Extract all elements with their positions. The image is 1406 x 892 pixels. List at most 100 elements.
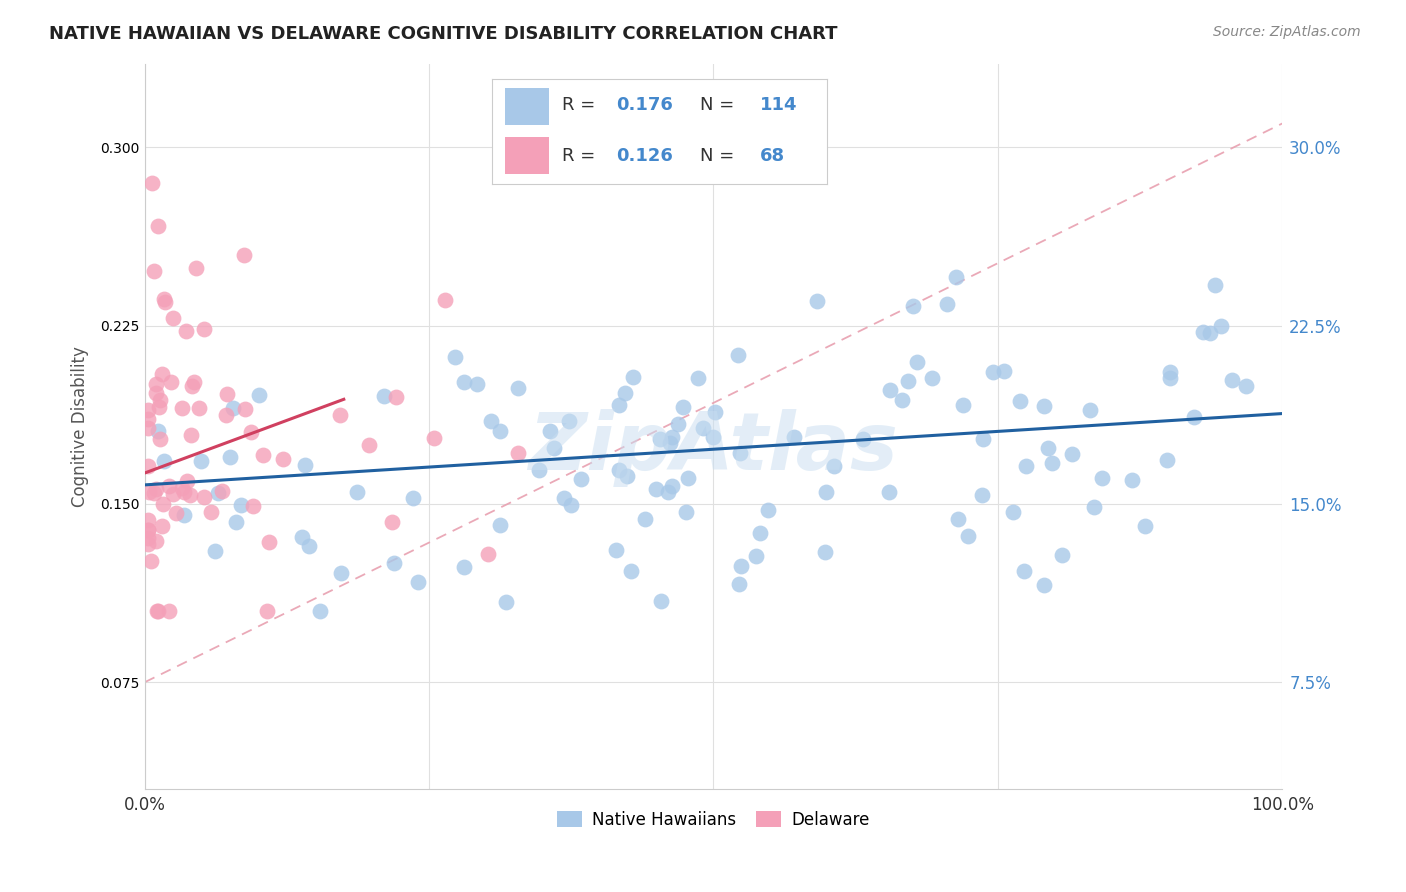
Point <box>150 367 173 381</box>
Point <box>650 594 672 608</box>
Point <box>148 219 170 233</box>
Point <box>222 401 245 415</box>
Point <box>692 421 714 435</box>
Y-axis label: Cognitive Disability: Cognitive Disability <box>72 346 89 507</box>
Point <box>1159 365 1181 379</box>
Point <box>152 292 174 306</box>
Point <box>465 376 488 391</box>
Point <box>745 549 768 564</box>
Point <box>145 483 167 497</box>
Point <box>538 424 561 438</box>
Point <box>453 559 475 574</box>
Point <box>661 478 683 492</box>
Point <box>157 604 180 618</box>
Point <box>242 499 264 513</box>
Point <box>165 506 187 520</box>
Point <box>294 458 316 472</box>
Point <box>657 485 679 500</box>
Point <box>298 539 321 553</box>
Text: ZipAtlas: ZipAtlas <box>529 409 898 487</box>
Point <box>1234 379 1257 393</box>
Point <box>1204 277 1226 292</box>
Point <box>402 491 425 505</box>
Point <box>972 488 994 502</box>
Point <box>1001 506 1024 520</box>
Point <box>823 458 845 473</box>
Point <box>211 484 233 499</box>
Point <box>921 371 943 385</box>
Point <box>613 386 636 401</box>
Point <box>200 505 222 519</box>
Point <box>149 393 172 408</box>
Point <box>905 355 928 369</box>
Point <box>981 365 1004 379</box>
Point <box>225 516 247 530</box>
Point <box>806 294 828 309</box>
Point <box>433 293 456 307</box>
Point <box>1135 519 1157 533</box>
Point <box>661 430 683 444</box>
Point <box>256 604 278 618</box>
Point <box>136 402 159 417</box>
Point <box>150 519 173 533</box>
Point <box>136 524 159 538</box>
Point <box>218 450 240 464</box>
Point <box>1220 374 1243 388</box>
Point <box>728 446 751 460</box>
Point <box>993 364 1015 378</box>
Point <box>814 484 837 499</box>
Point <box>702 430 724 444</box>
Point <box>1083 500 1105 514</box>
Point <box>1050 549 1073 563</box>
Point <box>173 508 195 522</box>
Point <box>136 523 159 537</box>
Point <box>879 383 901 397</box>
Point <box>193 321 215 335</box>
Point <box>145 385 167 400</box>
Point <box>1012 564 1035 578</box>
Point <box>1182 410 1205 425</box>
Point <box>215 409 238 423</box>
Point <box>814 545 837 559</box>
Point <box>558 413 581 427</box>
Point <box>607 398 630 412</box>
Point <box>174 324 197 338</box>
Point <box>890 393 912 408</box>
Point <box>179 488 201 502</box>
Point <box>136 513 159 527</box>
Point <box>527 463 550 477</box>
Point <box>173 485 195 500</box>
Point <box>271 451 294 466</box>
Point <box>176 474 198 488</box>
Point <box>152 498 174 512</box>
Point <box>897 375 920 389</box>
Point <box>329 566 352 581</box>
Point <box>444 350 467 364</box>
Point <box>1211 318 1233 333</box>
Point <box>141 176 163 190</box>
Point <box>136 531 159 545</box>
Point <box>506 381 529 395</box>
Point <box>190 453 212 467</box>
Point <box>162 487 184 501</box>
Legend: Native Hawaiians, Delaware: Native Hawaiians, Delaware <box>551 804 876 835</box>
Point <box>972 432 994 446</box>
Point <box>136 421 159 435</box>
Point <box>181 379 204 393</box>
Point <box>569 473 592 487</box>
Point <box>1032 399 1054 413</box>
Point <box>852 432 875 446</box>
Point <box>935 297 957 311</box>
Point <box>1060 447 1083 461</box>
Point <box>952 398 974 412</box>
Point <box>172 481 194 495</box>
Point <box>605 543 627 558</box>
Point <box>1014 458 1036 473</box>
Point <box>616 469 638 483</box>
Point <box>153 454 176 468</box>
Point <box>495 594 517 608</box>
Point <box>453 376 475 390</box>
Point <box>382 556 405 570</box>
Point <box>162 311 184 326</box>
Point <box>252 448 274 462</box>
